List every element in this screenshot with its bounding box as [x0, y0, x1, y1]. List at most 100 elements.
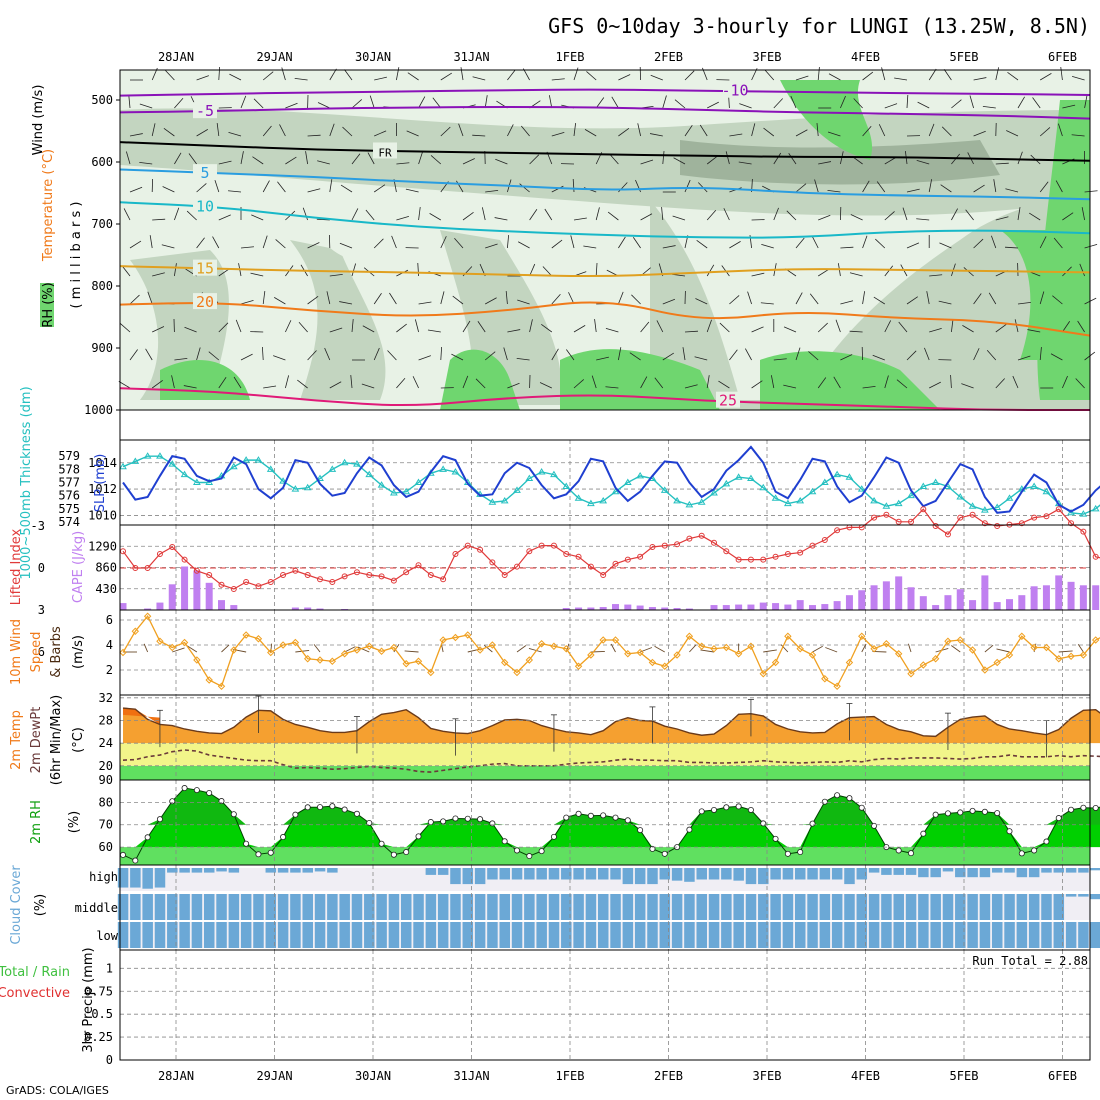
wind-barb: [938, 300, 952, 305]
cloud-low-bar: [647, 922, 658, 948]
wind-barb: [342, 126, 353, 137]
cape-bar: [858, 590, 866, 610]
cloud-high-bar: [868, 868, 880, 873]
wind-barb: [906, 296, 918, 305]
wind-barb: [235, 319, 242, 333]
wind-barb: [878, 124, 886, 137]
wind-barb: [729, 295, 740, 305]
wind-barb: [840, 354, 853, 361]
li-point: [206, 572, 213, 578]
cloud-middle-bar: [684, 894, 695, 920]
cloud-middle-bar: [979, 894, 991, 920]
cloud-middle-bar: [228, 894, 240, 920]
wind-barb: [196, 129, 208, 137]
cloud-middle-bar: [597, 894, 609, 920]
wind-barb: [125, 151, 131, 165]
thickness-point: [734, 473, 743, 480]
cape-bar: [168, 584, 176, 610]
cloud-low-bar: [955, 922, 966, 948]
wind-barb: [1017, 355, 1031, 361]
li-point: [292, 567, 299, 574]
wind-barb: [1017, 207, 1021, 221]
wind-barb: [1071, 134, 1085, 137]
surface-wind-barb: [143, 643, 149, 653]
date-tick-bottom: 6FEB: [1048, 1069, 1077, 1083]
thickness-point: [242, 456, 251, 463]
wind-barb: [928, 68, 937, 81]
cloud-high-bar: [610, 868, 621, 880]
wind-barb: [507, 382, 520, 389]
wind-barb: [862, 291, 866, 305]
cloud-low-bar: [782, 922, 794, 948]
rh-point: [1031, 847, 1038, 854]
cloud-low-bar: [216, 922, 227, 948]
wind-barb: [405, 188, 419, 193]
wind-barb: [551, 293, 561, 305]
wind-barb: [950, 375, 952, 389]
cloud-high-bar: [844, 868, 855, 885]
wind-barb: [751, 326, 764, 333]
wind-speed-point: [230, 646, 238, 654]
wind-speed-line: [122, 615, 1100, 688]
thickness-point: [636, 471, 645, 479]
wind-barb: [674, 99, 686, 109]
rh-point: [353, 810, 360, 817]
wind-barb: [152, 272, 165, 277]
cloud-middle-bar: [524, 894, 535, 920]
li-point: [1080, 528, 1087, 535]
thickness-point: [353, 460, 361, 467]
cloud-low-bar: [179, 922, 190, 948]
cloud-middle-bar: [302, 894, 313, 920]
wind-barb: [884, 211, 895, 221]
rh-panel: 60 70 80 90: [99, 773, 1100, 865]
wind-barb: [595, 207, 600, 221]
rh-point: [489, 820, 496, 827]
wind-barb: [595, 97, 605, 109]
wind-barb: [351, 99, 363, 109]
pressure-tick: 700: [91, 217, 113, 231]
cloud-high-bar: [733, 868, 744, 881]
wind-speed-point: [1030, 643, 1038, 652]
cloud-middle-bar: [844, 894, 855, 920]
rh-tick: 60: [99, 840, 113, 854]
wind-speed-point: [624, 650, 632, 658]
cape-bar: [772, 603, 780, 610]
cape-bar: [735, 604, 743, 610]
wind-barb: [649, 133, 663, 137]
wind-barb: [566, 349, 575, 361]
cape-bar: [1018, 595, 1026, 610]
li-point: [994, 523, 1001, 529]
wind-barb: [507, 124, 514, 137]
wind-barb: [529, 263, 536, 277]
cloud-middle-bar: [893, 894, 904, 920]
cloud-layer-label: low: [96, 929, 118, 943]
cloud-high-bar: [1041, 868, 1052, 873]
wind-speed-point: [316, 656, 324, 664]
wind-barb: [503, 347, 508, 361]
cape-bar: [685, 608, 693, 610]
wind-barb: [818, 214, 831, 221]
cloud-middle-bar: [758, 894, 769, 920]
wind-barb: [240, 151, 244, 165]
thickness-point: [537, 467, 546, 475]
cloud-low-bar: [228, 922, 240, 948]
wind-barb: [139, 161, 153, 165]
wind-barb: [817, 67, 820, 81]
thickness-point: [980, 506, 989, 513]
wind-speed-point: [242, 631, 250, 639]
millibars-axis-label: ( m i l l i b a r s ): [69, 202, 84, 309]
li-point: [317, 576, 323, 583]
cloud-high-bar: [955, 868, 966, 878]
wind-barb: [174, 152, 182, 165]
thickness-tick: 578: [58, 462, 80, 476]
cloud-low-bar: [991, 922, 1003, 948]
li-point: [378, 573, 385, 580]
wind-barb: [747, 291, 752, 305]
wind-speed-point: [722, 643, 731, 652]
li-point: [957, 514, 964, 521]
wind-barb: [542, 266, 553, 277]
thickness-point: [808, 487, 817, 495]
wind-barb: [916, 159, 930, 165]
cloud-middle-bar: [794, 894, 806, 920]
wind-barb: [618, 128, 630, 137]
